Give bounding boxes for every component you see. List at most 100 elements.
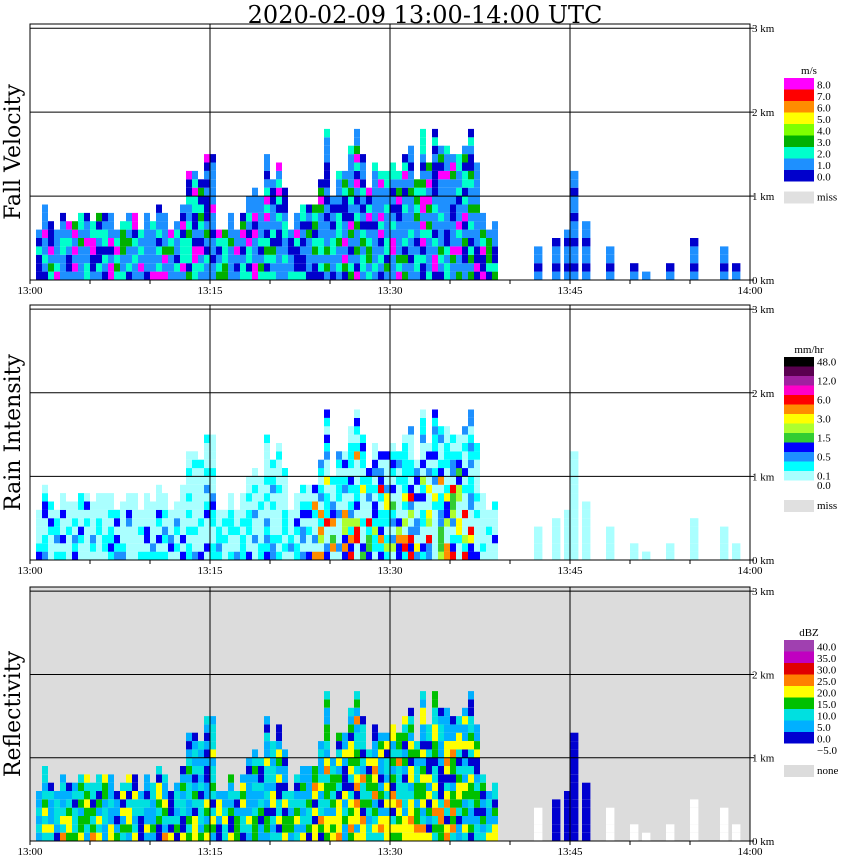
fall-velocity-cell bbox=[264, 254, 270, 264]
fall-velocity-cell bbox=[84, 229, 90, 238]
rain-intensity-cell bbox=[324, 476, 330, 485]
reflectivity-cell bbox=[114, 816, 120, 825]
rain-intensity-cell bbox=[216, 551, 222, 560]
fall-velocity-cell bbox=[462, 145, 468, 155]
fall-velocity-cell bbox=[396, 212, 402, 222]
fall-velocity-cell bbox=[354, 229, 360, 238]
reflectivity-cell bbox=[456, 799, 462, 808]
fall-velocity-cell bbox=[198, 196, 204, 205]
reflectivity-cell bbox=[456, 824, 462, 833]
reflectivity-cell bbox=[258, 782, 264, 791]
fall-velocity-cell bbox=[408, 238, 414, 247]
fall-velocity-cell bbox=[582, 254, 591, 264]
rain-intensity-cell bbox=[48, 509, 54, 519]
rain-intensity-cell bbox=[450, 443, 456, 452]
fall-velocity-cell bbox=[564, 254, 573, 264]
reflectivity-cell bbox=[456, 757, 462, 766]
rain-intensity-cell bbox=[390, 451, 396, 460]
fall-velocity-cell bbox=[204, 179, 210, 188]
fall-velocity-cell bbox=[390, 238, 396, 247]
rain-intensity-cell bbox=[240, 518, 246, 527]
rain-intensity-cell bbox=[306, 509, 312, 519]
rain-intensity-cell bbox=[84, 518, 90, 527]
rain-intensity-cell bbox=[366, 484, 372, 494]
fall-velocity-cell bbox=[312, 254, 318, 264]
fall-velocity-cell bbox=[102, 263, 108, 272]
fall-velocity-cell bbox=[246, 238, 252, 247]
fall-velocity-legend-label: 5.0 bbox=[817, 114, 831, 126]
reflectivity-cell bbox=[324, 691, 330, 700]
reflectivity-cell bbox=[102, 807, 108, 816]
reflectivity-cell bbox=[324, 732, 330, 741]
fall-velocity-cell bbox=[96, 271, 102, 280]
fall-velocity-cell bbox=[126, 212, 132, 222]
rain-intensity-cell bbox=[570, 543, 579, 552]
rain-intensity-cell bbox=[330, 518, 336, 527]
rain-intensity-cell bbox=[450, 484, 456, 494]
reflectivity-x-tick-label: 13:45 bbox=[557, 846, 583, 858]
rain-intensity-cell bbox=[582, 534, 591, 544]
rain-intensity-cell bbox=[162, 509, 168, 519]
reflectivity-cell bbox=[108, 824, 114, 833]
rain-intensity-cell bbox=[228, 534, 234, 544]
fall-velocity-legend-label: 0.0 bbox=[817, 172, 831, 184]
fall-velocity-cell bbox=[162, 238, 168, 247]
reflectivity-cell bbox=[354, 732, 360, 741]
reflectivity-cell bbox=[420, 732, 426, 741]
reflectivity-cell bbox=[198, 824, 204, 833]
reflectivity-cell bbox=[408, 716, 414, 725]
fall-velocity-cell bbox=[402, 246, 408, 255]
reflectivity-cell bbox=[582, 807, 591, 816]
rain-intensity-cell bbox=[408, 443, 414, 452]
reflectivity-cell bbox=[444, 724, 450, 733]
rain-intensity-cell bbox=[198, 501, 204, 510]
rain-intensity-cell bbox=[294, 509, 300, 519]
fall-velocity-cell bbox=[582, 238, 591, 247]
fall-velocity-cell bbox=[144, 271, 150, 280]
rain-intensity-cell bbox=[348, 426, 354, 435]
fall-velocity-cell bbox=[570, 271, 579, 280]
reflectivity-cell bbox=[210, 766, 216, 775]
reflectivity-cell bbox=[492, 832, 498, 841]
rain-intensity-cell bbox=[354, 534, 360, 544]
rain-intensity-cell bbox=[372, 484, 378, 494]
reflectivity-cell bbox=[456, 724, 462, 733]
fall-velocity-cell bbox=[168, 263, 174, 272]
reflectivity-cell bbox=[468, 749, 474, 758]
reflectivity-cell bbox=[360, 757, 366, 766]
reflectivity-cell bbox=[36, 832, 42, 841]
rain-intensity-cell bbox=[582, 509, 591, 519]
fall-velocity-cell bbox=[414, 254, 420, 264]
rain-intensity-cell bbox=[60, 551, 66, 560]
fall-velocity-cell bbox=[402, 229, 408, 238]
fall-velocity-cell bbox=[450, 196, 456, 205]
fall-velocity-cell bbox=[402, 170, 408, 180]
reflectivity-cell bbox=[390, 782, 396, 791]
reflectivity-cell bbox=[318, 757, 324, 766]
rain-intensity-cell bbox=[132, 526, 138, 535]
reflectivity-cell bbox=[474, 774, 480, 783]
fall-velocity-cell bbox=[438, 212, 444, 222]
fall-velocity-cell bbox=[336, 221, 342, 230]
reflectivity-cell bbox=[240, 824, 246, 833]
reflectivity-legend-label: 30.0 bbox=[817, 665, 837, 677]
reflectivity-cell bbox=[312, 766, 318, 775]
rain-intensity-x-tick-label: 13:00 bbox=[17, 565, 43, 577]
rain-intensity-cell bbox=[120, 543, 126, 552]
rain-intensity-cell bbox=[324, 551, 330, 560]
reflectivity-cell bbox=[690, 816, 699, 825]
reflectivity-cell bbox=[144, 824, 150, 833]
reflectivity-cell bbox=[276, 741, 282, 750]
fall-velocity-cell bbox=[186, 238, 192, 247]
rain-intensity-cell bbox=[246, 501, 252, 510]
fall-velocity-cell bbox=[252, 204, 258, 213]
rain-intensity-cell bbox=[186, 526, 192, 535]
rain-intensity-cell bbox=[342, 493, 348, 502]
reflectivity-cell bbox=[270, 774, 276, 783]
reflectivity-cell bbox=[252, 799, 258, 808]
rain-intensity-cell bbox=[48, 534, 54, 544]
rain-intensity-cell bbox=[252, 501, 258, 510]
fall-velocity-cell bbox=[492, 246, 498, 255]
reflectivity-cell bbox=[276, 757, 282, 766]
fall-velocity-cell bbox=[222, 263, 228, 272]
